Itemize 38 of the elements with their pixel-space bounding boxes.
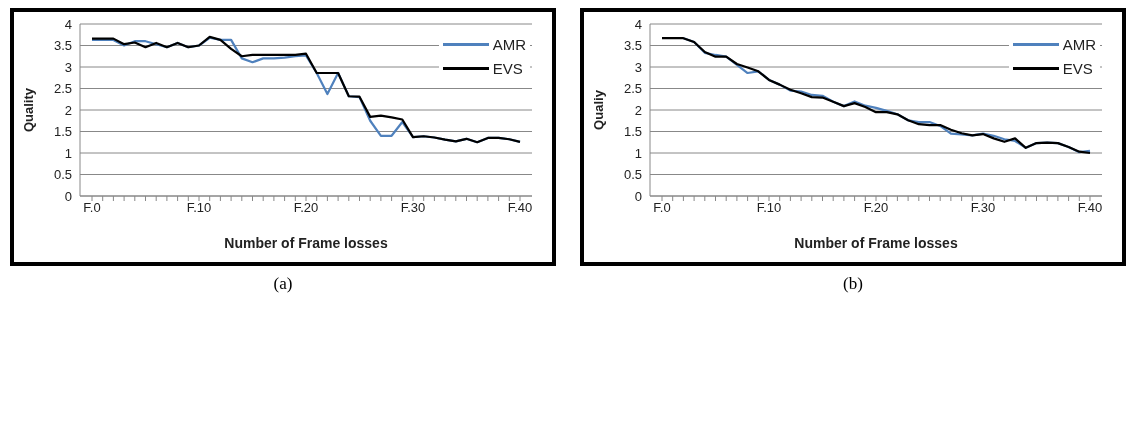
x-tick-label: F.30 — [970, 200, 996, 216]
x-tick-label: F.0 — [653, 200, 671, 216]
text: (b) — [843, 274, 863, 294]
y-tick-label: 4 — [634, 16, 642, 32]
y-tick-label: 2.5 — [53, 81, 72, 97]
y-tick-label: 1 — [64, 145, 72, 161]
y-axis-title: Quality — [20, 87, 36, 133]
x-tick-label: F.20 — [293, 200, 319, 216]
legend-label: AMR — [1062, 35, 1096, 53]
y-tick-label: 3.5 — [623, 38, 642, 54]
legend-label: EVS — [492, 59, 523, 77]
y-tick-label: 2.5 — [623, 81, 642, 97]
x-tick-label: F.0 — [83, 200, 101, 216]
x-axis-title: Number of Frame losses — [794, 235, 958, 251]
y-tick-label: 0 — [64, 188, 72, 204]
x-axis-title: Number of Frame losses — [224, 235, 388, 251]
y-tick-label: 4 — [64, 16, 72, 32]
y-tick-label: 1.5 — [623, 124, 642, 140]
y-tick-label: 2 — [634, 102, 642, 118]
x-tick-label: F.40 — [1077, 200, 1103, 216]
legend-label: EVS — [1062, 59, 1093, 77]
y-tick-label: 3.5 — [53, 38, 72, 54]
y-tick-label: 0.5 — [53, 167, 72, 183]
x-tick-label: F.10 — [756, 200, 782, 216]
legend-label: AMR — [492, 35, 526, 53]
text: (a) — [273, 274, 293, 294]
y-tick-label: 1.5 — [53, 124, 72, 140]
x-tick-label: F.20 — [863, 200, 889, 216]
x-tick-label: F.10 — [186, 200, 212, 216]
y-tick-label: 2 — [64, 102, 72, 118]
y-tick-label: 0 — [634, 188, 642, 204]
y-tick-label: 3 — [64, 59, 72, 75]
y-tick-label: 0.5 — [623, 167, 642, 183]
y-tick-label: 3 — [634, 59, 642, 75]
x-tick-label: F.30 — [400, 200, 426, 216]
y-axis-title: Qualiy — [590, 89, 606, 130]
y-tick-label: 1 — [634, 145, 642, 161]
x-tick-label: F.40 — [507, 200, 533, 216]
